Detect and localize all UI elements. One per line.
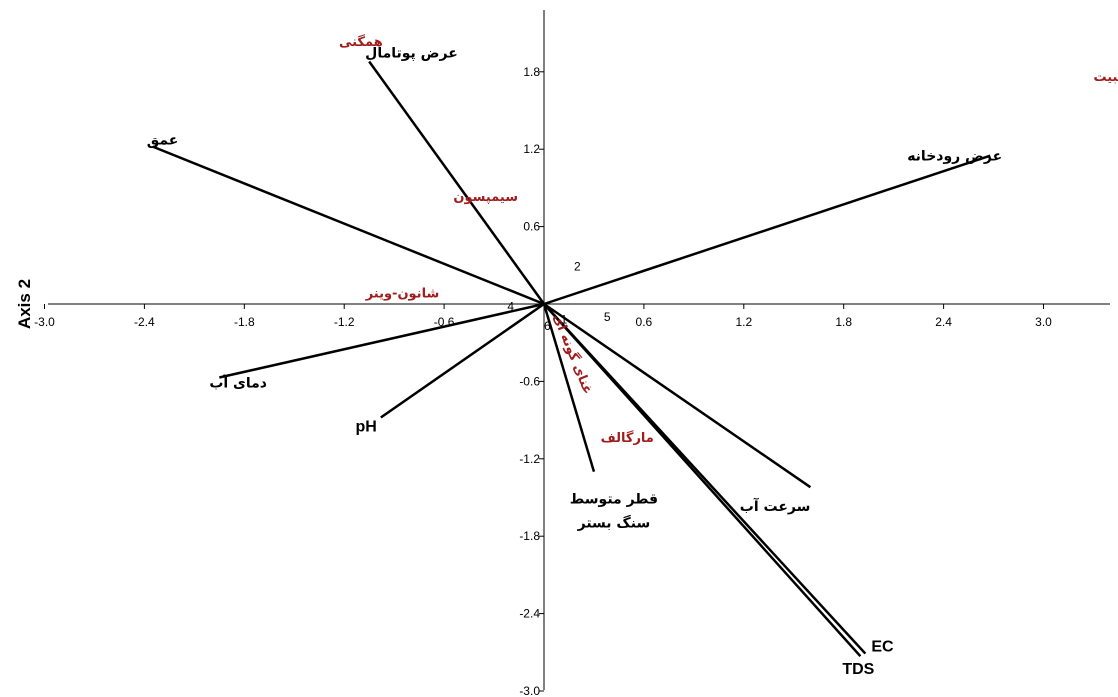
vector-label: سرعت آب [740,497,811,515]
index-label: شانون-وینر [365,287,440,302]
x-tick-label: 0.6 [636,315,653,329]
vector-line [544,304,860,656]
site-label: 4 [507,299,514,313]
vector-label: عرض رودخانه [907,149,1002,165]
vector-label: قطر متوسط [570,492,658,508]
site-label: 2 [574,259,581,273]
vector-label: دمای آب [209,374,267,392]
x-tick-label: -1.2 [334,315,355,329]
y-tick-label: -2.4 [519,607,540,621]
vector-line [544,304,810,487]
x-tick-label: 1.2 [735,315,752,329]
vector-line [544,156,990,304]
site-label: 5 [604,310,611,324]
x-tick-label: -3.0 [34,315,55,329]
x-tick-label: -1.8 [234,315,255,329]
y-tick-label: 0.6 [523,220,540,234]
vector-line [381,304,544,418]
vector-line [153,147,544,304]
x-tick-label: -2.4 [134,315,155,329]
axes: -3.0 -2.4 -1.8 -1.2 -0.6 0.6 1.2 1.8 2.4 3.0 1.8 1.… [15,10,1110,697]
vector-label: TDS [842,661,874,678]
vector-label: سنگ بستر [577,515,651,532]
y-tick-label: -3.0 [519,684,540,697]
vector-label: عمق [147,133,179,149]
index-label: سیمپسون [453,190,518,205]
x-tick-label: 3.0 [1035,315,1052,329]
site-label: 6 [544,319,551,333]
y-tick-label: -1.8 [519,529,540,543]
site-label: 1 [561,312,568,326]
vector-line [219,304,544,378]
index-label: همگنی [339,34,383,50]
index-label: مارگالف [601,430,654,446]
vector-label: EC [871,639,894,656]
vector-label: pH [356,419,377,436]
y-tick-label: 1.2 [523,142,540,156]
y-axis-title: Axis 2 [15,279,34,329]
y-tick-label: -1.2 [519,452,540,466]
x-tick-label: 1.8 [835,315,852,329]
index-label: غالبیت [1093,70,1118,85]
y-tick-label: 1.8 [523,65,540,79]
x-tick-label: 2.4 [935,315,952,329]
y-tick-label: -0.6 [519,374,540,388]
